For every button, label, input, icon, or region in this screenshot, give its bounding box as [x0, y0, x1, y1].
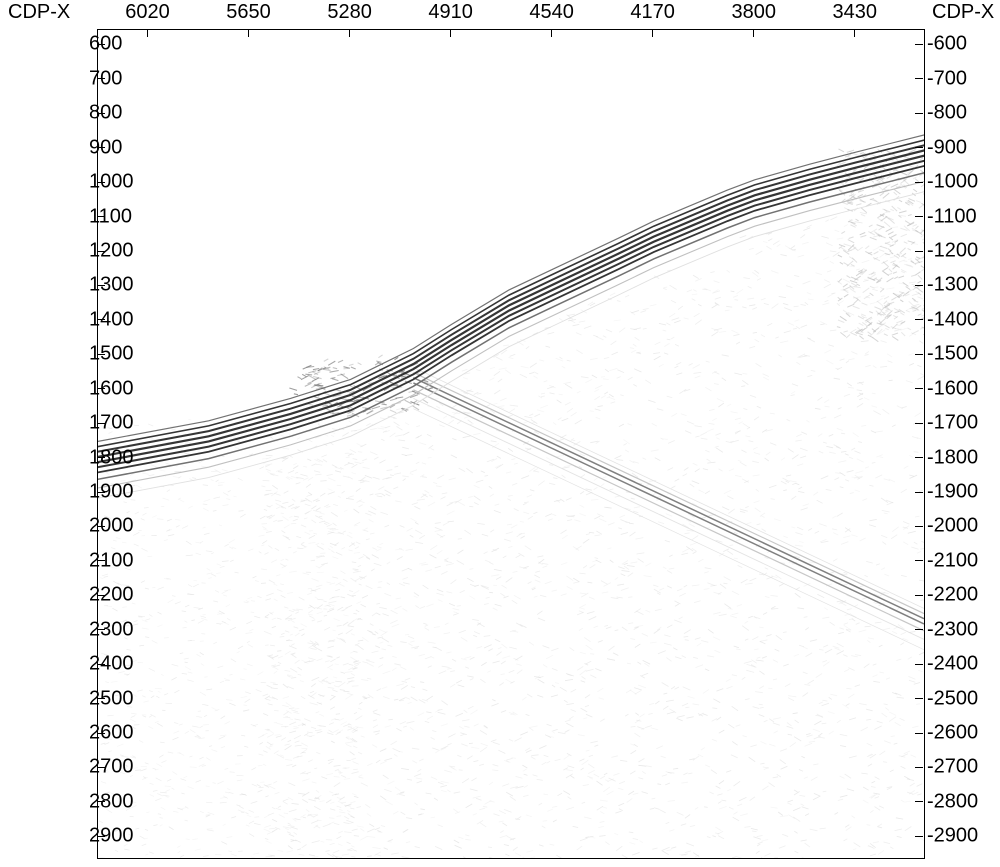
y-tick-right [915, 733, 923, 734]
y-tick-label-right: -1700 [927, 412, 978, 435]
seismic-noise [264, 191, 924, 859]
y-tick-right [915, 560, 923, 561]
x-tick-label: 3430 [832, 1, 877, 24]
x-tick [147, 29, 148, 37]
y-tick-label-right: -1600 [927, 377, 978, 400]
x-tick [248, 29, 249, 37]
y-tick-right [915, 147, 923, 148]
x-axis-title-left: CDP-X [8, 1, 70, 24]
y-tick-right [915, 664, 923, 665]
y-tick-right [915, 423, 923, 424]
x-tick [854, 29, 855, 37]
x-tick-label: 4540 [529, 1, 574, 24]
seismic-plot-area [97, 29, 925, 859]
y-tick-label-right: -1300 [927, 274, 978, 297]
y-tick-label-right: -2400 [927, 653, 978, 676]
x-tick [753, 29, 754, 37]
seismic-refraction-band [98, 135, 924, 498]
y-tick-label-right: -1900 [927, 481, 978, 504]
y-tick-label-right: -2500 [927, 687, 978, 710]
y-tick-label-right: -2100 [927, 549, 978, 572]
x-tick [551, 29, 552, 37]
x-tick [652, 29, 653, 37]
y-tick-label-right: -2600 [927, 722, 978, 745]
x-tick [349, 29, 350, 37]
y-tick-right [915, 319, 923, 320]
seismic-noise [99, 419, 365, 858]
seismic-secondary-branch [413, 367, 924, 649]
y-tick-label-right: -800 [927, 102, 967, 125]
y-tick-label-right: -1400 [927, 308, 978, 331]
y-tick-label-right: -1100 [927, 205, 977, 228]
y-tick-right [915, 629, 923, 630]
y-tick-label-right: -900 [927, 136, 967, 159]
y-tick-right [915, 182, 923, 183]
y-tick-label-right: -700 [927, 67, 967, 90]
y-tick-label-right: -2700 [927, 756, 978, 779]
y-tick-right [915, 767, 923, 768]
y-tick-right [915, 251, 923, 252]
y-tick-right [915, 836, 923, 837]
y-tick-right [915, 354, 923, 355]
x-tick [450, 29, 451, 37]
x-tick-label: 4910 [428, 1, 473, 24]
y-tick-label-right: -2000 [927, 515, 978, 538]
y-tick-label-right: -1200 [927, 240, 978, 263]
y-tick-right [915, 388, 923, 389]
y-tick-label-right: -1500 [927, 343, 978, 366]
y-tick-label-right: -2900 [927, 825, 978, 848]
y-tick-right [915, 801, 923, 802]
y-tick-right [915, 285, 923, 286]
x-tick-label: 3800 [731, 1, 776, 24]
y-tick-right [915, 492, 923, 493]
x-tick-label: 6020 [125, 1, 170, 24]
y-tick-label-right: -600 [927, 33, 967, 56]
y-tick-right [915, 113, 923, 114]
y-tick-right [915, 44, 923, 45]
x-tick-label: 4170 [630, 1, 675, 24]
seismic-svg [98, 30, 924, 858]
x-tick-label: 5650 [226, 1, 271, 24]
y-tick-right [915, 216, 923, 217]
y-tick-right [915, 698, 923, 699]
y-tick-label-right: -1000 [927, 171, 978, 194]
y-tick-label-right: -1800 [927, 446, 978, 469]
x-tick-label: 5280 [327, 1, 372, 24]
y-tick-right [915, 78, 923, 79]
y-tick-right [915, 526, 923, 527]
y-tick-label-right: -2800 [927, 790, 978, 813]
y-tick-label-right: -2300 [927, 618, 978, 641]
y-tick-right [915, 595, 923, 596]
x-axis-title-right: CDP-X [932, 1, 994, 24]
y-tick-label-right: -2200 [927, 584, 978, 607]
y-tick-right [915, 457, 923, 458]
